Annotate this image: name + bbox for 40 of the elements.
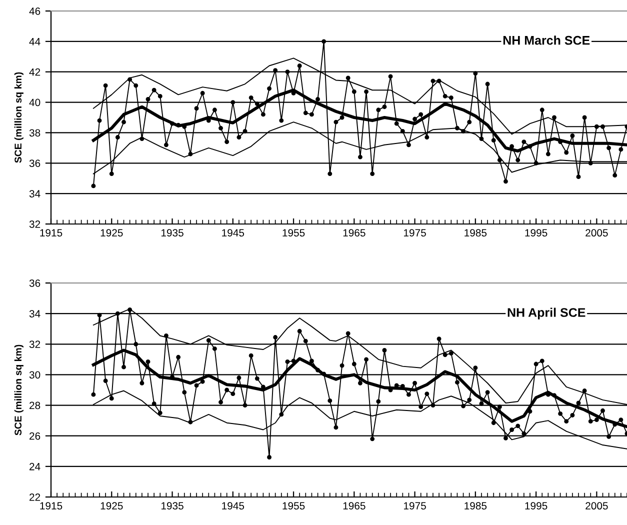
x-tick-label: 1965 [343, 502, 366, 510]
y-tick-label: 46 [29, 8, 40, 15]
y-tick-label: 38 [29, 129, 40, 137]
y-tick-label: 36 [29, 160, 40, 168]
text: NH March SCE [503, 36, 590, 45]
x-tick-label: 1965 [343, 229, 366, 237]
y-tick-label: 36 [29, 280, 40, 287]
y-axis-title: SCE (million sq km) [14, 344, 24, 436]
y-axis-title: SCE (million sq km) [14, 72, 24, 163]
y-tick-label: 28 [30, 402, 40, 410]
x-tick-label: 2005 [586, 502, 608, 510]
x-tick-label: 1925 [100, 229, 123, 237]
x-tick-label: 2005 [586, 229, 608, 237]
y-tick-label: 34 [29, 190, 40, 198]
x-tick-label: 1935 [161, 502, 184, 510]
y-tick-label: 32 [29, 220, 40, 228]
x-tick-label: 1915 [40, 502, 62, 510]
x-tick-label: 1915 [40, 229, 62, 237]
y-tick-label: 34 [29, 310, 40, 318]
y-tick-label: 22 [30, 494, 40, 501]
x-tick-label: 1975 [404, 502, 426, 510]
x-tick-label: 1925 [100, 502, 123, 510]
x-tick-label: 1995 [525, 502, 548, 510]
x-tick-label: 1935 [161, 229, 184, 237]
y-tick-label: 44 [29, 38, 40, 46]
y-tick-label: 26 [30, 432, 40, 440]
x-tick-label: 1985 [464, 502, 487, 510]
y-tick-label: 30 [29, 371, 40, 379]
x-tick-label: 1955 [282, 502, 305, 510]
x-tick-label: 1955 [282, 229, 305, 237]
x-tick-label: 1995 [525, 229, 548, 237]
y-tick-label: 32 [29, 340, 40, 348]
x-tick-label: 1985 [464, 229, 487, 237]
y-tick-label: 42 [29, 68, 40, 76]
text: NH April SCE [508, 308, 586, 320]
y-tick-label: 24 [30, 462, 40, 470]
y-tick-label: 40 [29, 98, 40, 106]
x-tick-label: 1975 [404, 229, 426, 237]
x-tick-label: 1945 [222, 502, 244, 510]
x-tick-label: 1945 [222, 229, 244, 237]
